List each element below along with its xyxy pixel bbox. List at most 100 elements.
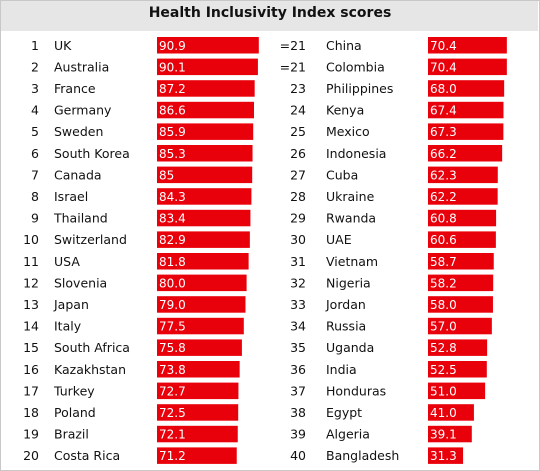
score-bar [428, 80, 505, 97]
value-label: 67.4 [430, 104, 457, 118]
score-bar [157, 101, 254, 119]
country-label: India [326, 362, 357, 377]
country-label: Japan [53, 297, 89, 312]
country-label: USA [54, 254, 80, 269]
country-label: Uganda [326, 340, 374, 355]
score-bar [157, 382, 239, 400]
value-label: 67.3 [430, 125, 457, 139]
value-label: 66.2 [430, 147, 457, 161]
score-bar [157, 274, 247, 292]
value-label: 58.7 [430, 255, 457, 269]
rank-label: 10 [23, 232, 39, 247]
score-bar [157, 188, 252, 205]
value-label: 70.4 [430, 60, 457, 74]
value-label: 73.8 [159, 363, 186, 377]
rank-label: 2 [31, 59, 39, 74]
value-label: 77.5 [159, 320, 186, 334]
value-label: 62.3 [430, 168, 457, 182]
title-band [1, 1, 538, 31]
country-label: Nigeria [326, 275, 371, 290]
country-label: Vietnam [326, 254, 378, 269]
score-bar [157, 209, 251, 227]
score-bar [428, 274, 494, 292]
score-bar [428, 339, 488, 356]
country-label: Switzerland [54, 232, 127, 247]
country-label: Philippines [326, 81, 393, 96]
country-label: Bangladesh [326, 448, 399, 463]
country-label: Israel [54, 189, 88, 204]
country-label: UK [54, 38, 72, 53]
value-label: 81.8 [159, 255, 186, 269]
score-bar [157, 447, 237, 464]
country-label: Mexico [326, 124, 370, 139]
rank-label: 37 [290, 383, 306, 398]
country-label: Sweden [54, 124, 103, 139]
rank-label: 24 [290, 103, 306, 118]
value-label: 41.0 [430, 406, 457, 420]
score-bar [157, 361, 240, 378]
score-bar [428, 296, 493, 313]
score-bar [157, 296, 246, 313]
score-bar [428, 37, 507, 54]
country-label: Egypt [326, 405, 362, 420]
country-label: Russia [326, 319, 366, 334]
score-bar [428, 253, 494, 270]
score-bar [157, 317, 244, 335]
score-bar [157, 404, 239, 421]
rank-label: 33 [290, 297, 306, 312]
score-bar [428, 382, 486, 400]
value-label: 72.7 [159, 384, 186, 398]
country-label: Costa Rica [54, 448, 120, 463]
rank-label: 28 [290, 189, 306, 204]
rank-label: 20 [23, 448, 39, 463]
rank-label: 13 [23, 297, 39, 312]
value-label: 82.9 [159, 233, 186, 247]
country-label: Thailand [53, 211, 108, 226]
rank-label: 40 [290, 448, 306, 463]
value-label: 75.8 [159, 341, 186, 355]
rank-label: 7 [31, 167, 39, 182]
value-label: 68.0 [430, 82, 457, 96]
country-label: South Korea [54, 146, 130, 161]
value-label: 72.1 [159, 428, 186, 442]
value-label: 90.9 [159, 39, 186, 53]
country-label: Cuba [326, 167, 358, 182]
value-label: 70.4 [430, 39, 457, 53]
rank-label: 12 [23, 275, 39, 290]
score-bar [428, 447, 464, 464]
rank-label: 31 [290, 254, 306, 269]
rank-label: =21 [280, 38, 306, 53]
score-bar [157, 58, 258, 76]
country-label: Germany [54, 103, 112, 118]
rank-label: 17 [23, 383, 39, 398]
score-bar [157, 425, 238, 443]
score-bar [428, 101, 504, 119]
rank-label: =21 [280, 59, 306, 74]
score-bar [157, 37, 259, 54]
value-label: 85 [159, 168, 174, 182]
value-label: 83.4 [159, 212, 186, 226]
country-label: Kazakhstan [54, 362, 126, 377]
value-label: 60.8 [430, 212, 457, 226]
value-label: 58.0 [430, 298, 457, 312]
value-label: 62.2 [430, 190, 457, 204]
score-bar [157, 145, 253, 162]
score-bar [157, 339, 242, 356]
country-label: South Africa [54, 340, 130, 355]
value-label: 72.5 [159, 406, 186, 420]
value-label: 87.2 [159, 82, 186, 96]
rank-label: 30 [290, 232, 306, 247]
country-label: Colombia [326, 59, 385, 74]
score-bar [428, 317, 492, 335]
country-label: Indonesia [326, 146, 386, 161]
value-label: 85.3 [159, 147, 186, 161]
value-label: 71.2 [159, 449, 186, 463]
value-label: 31.3 [430, 449, 457, 463]
value-label: 57.0 [430, 320, 457, 334]
score-bar [428, 425, 472, 443]
rank-label: 38 [290, 405, 306, 420]
rank-label: 6 [31, 146, 39, 161]
score-bar [157, 80, 255, 97]
rank-label: 26 [290, 146, 306, 161]
